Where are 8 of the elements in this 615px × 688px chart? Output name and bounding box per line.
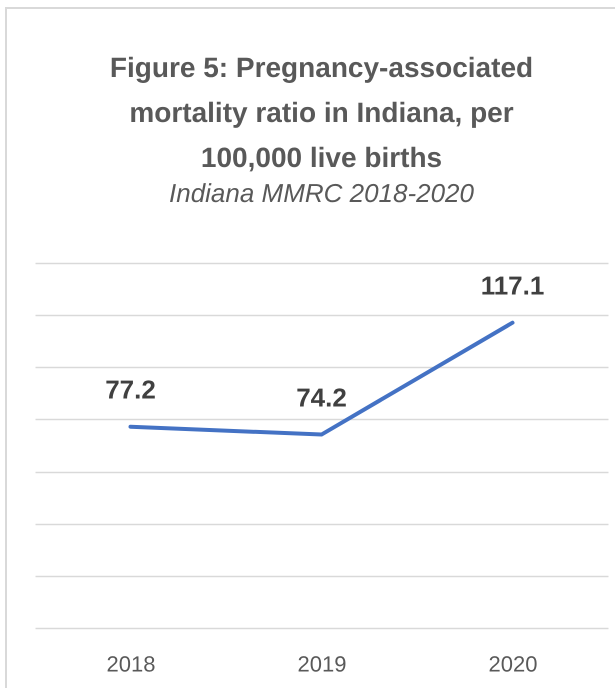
data-label: 77.2 — [105, 374, 156, 405]
chart-title: Figure 5: Pregnancy-associated mortality ratio in Indiana, per 100,000 live births — [110, 52, 534, 173]
data-label: 74.2 — [296, 382, 347, 413]
data-label: 117.1 — [480, 270, 544, 301]
x-tick-label: 2018 — [106, 652, 156, 676]
x-tick-label: 2019 — [298, 652, 346, 676]
chart-subtitle: Indiana MMRC 2018-2020 — [169, 178, 475, 208]
x-tick-label: 2020 — [488, 652, 538, 676]
